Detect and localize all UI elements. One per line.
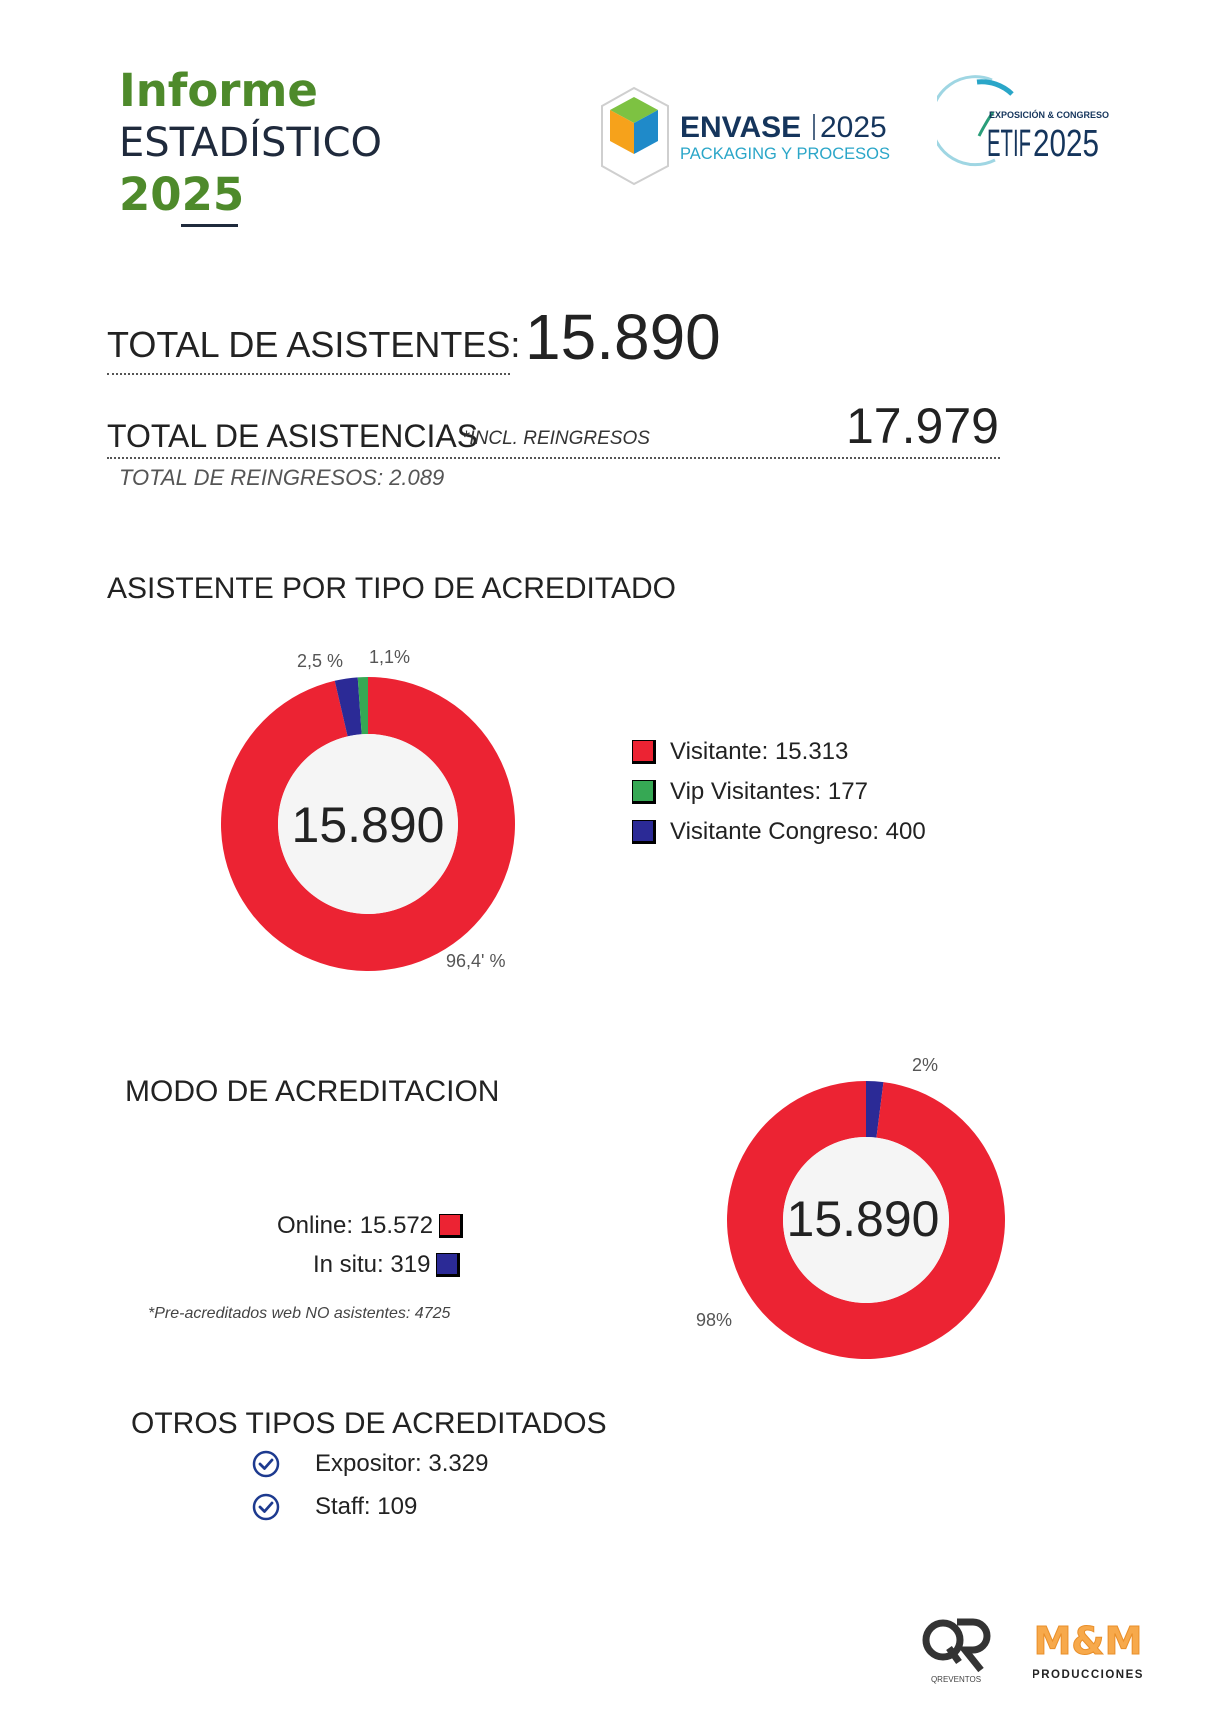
legend-label: Online: 15.572 bbox=[277, 1212, 434, 1239]
legend-item: Vip Visitantes: 177 bbox=[632, 778, 868, 806]
envase-logo-hex bbox=[601, 86, 669, 186]
legend-swatch bbox=[439, 1214, 464, 1238]
total-asistentes-value: 15.890 bbox=[525, 301, 721, 373]
etif-top-text: EXPOSICIÓN & CONGRESO bbox=[989, 109, 1109, 120]
dotted-divider bbox=[107, 457, 1000, 459]
dotted-divider bbox=[107, 373, 510, 375]
donut-slice-vip-visitantes bbox=[357, 677, 368, 735]
item-label: Expositor: 3.329 bbox=[315, 1450, 489, 1477]
legend-label: Visitante: 15.313 bbox=[670, 738, 849, 765]
etif-arc-accent bbox=[976, 79, 1014, 96]
section-title-tipo-acreditado: ASISTENTE POR TIPO DE ACREDITADO bbox=[107, 572, 676, 605]
envase-logo-right bbox=[634, 110, 658, 154]
qreventos-logo-r bbox=[957, 1618, 991, 1673]
section-title-modo-acreditacion: MODO DE ACREDITACION bbox=[125, 1075, 500, 1108]
mm-producciones-logo: M&M PRODUCCIONES bbox=[1033, 1619, 1143, 1682]
check-circle-icon bbox=[252, 1493, 280, 1521]
donut-slice-visitante-congreso bbox=[334, 677, 362, 737]
legend-swatch bbox=[632, 740, 656, 764]
donut-center-value: 15.890 bbox=[786, 1191, 940, 1247]
pct-label-visitante: 96,4' % bbox=[446, 951, 506, 971]
total-asistencias-label: TOTAL DE ASISTENCIAS bbox=[107, 418, 479, 454]
donut-chart-tipo bbox=[220, 677, 515, 971]
qreventos-logo: QREVENTOS bbox=[922, 1618, 991, 1684]
donut-chart-modo bbox=[727, 1081, 1005, 1359]
donut-slice-in-situ bbox=[866, 1081, 884, 1138]
donut-slice-visitante bbox=[220, 677, 515, 971]
pct-label-vip: 1,1% bbox=[369, 647, 411, 667]
list-item: Expositor: 3.329 bbox=[251, 1449, 488, 1479]
legend-item: Visitante: 15.313 bbox=[632, 738, 848, 766]
list-item: Staff: 109 bbox=[251, 1492, 417, 1522]
total-asistentes-label: TOTAL DE ASISTENTES: bbox=[107, 324, 521, 365]
etif-logo: EXPOSICIÓN & CONGRESO ETIF 2025 bbox=[937, 75, 1109, 167]
legend-swatch bbox=[632, 780, 656, 804]
donut-hole bbox=[783, 1137, 949, 1303]
envase-year: 2025 bbox=[820, 111, 887, 144]
legend-item: In situ: 319 bbox=[313, 1251, 461, 1279]
mm-text: M&M bbox=[1034, 1619, 1143, 1663]
legend-item: Online: 15.572 bbox=[277, 1212, 464, 1240]
section-title-otros-tipos: OTROS TIPOS DE ACREDITADOS bbox=[131, 1407, 607, 1440]
pct-label-congreso: 2,5 % bbox=[297, 651, 344, 671]
legend-item: Visitante Congreso: 400 bbox=[632, 818, 926, 846]
pct-label-online: 98% bbox=[696, 1310, 733, 1330]
donut-slice-online bbox=[727, 1081, 1005, 1359]
envase-logo: ENVASE 2025 PACKAGING Y PROCESOS bbox=[601, 86, 890, 186]
total-reingresos: TOTAL DE REINGRESOS: 2.089 bbox=[119, 465, 445, 490]
pre-acreditados-note: *Pre-acreditados web NO asistentes: 4725 bbox=[148, 1305, 451, 1322]
report-year: 2025 bbox=[119, 168, 245, 221]
total-asistencias-note: *INCL. REINGRESOS bbox=[462, 428, 650, 449]
total-asistencias-value: 17.979 bbox=[846, 398, 999, 454]
qreventos-logo-tail bbox=[946, 1645, 962, 1665]
qreventos-text: QREVENTOS bbox=[931, 1675, 981, 1684]
legend-swatch bbox=[436, 1253, 461, 1277]
envase-logo-left bbox=[610, 110, 634, 154]
legend-swatch bbox=[632, 820, 656, 844]
etif-brand: ETIF bbox=[987, 123, 1031, 165]
mm-subtext: PRODUCCIONES bbox=[1033, 1669, 1143, 1681]
report-title-line1: Informe bbox=[119, 64, 318, 117]
check-circle-icon bbox=[252, 1450, 280, 1478]
etif-year: 2025 bbox=[1033, 123, 1099, 165]
leaf-icon bbox=[977, 111, 995, 137]
donut-hole bbox=[278, 734, 458, 914]
envase-brand: ENVASE bbox=[680, 111, 801, 144]
legend-label: Visitante Congreso: 400 bbox=[670, 818, 926, 845]
legend-label: In situ: 319 bbox=[313, 1251, 431, 1278]
legend-label: Vip Visitantes: 177 bbox=[670, 778, 868, 805]
year-underline bbox=[181, 224, 238, 227]
donut-center-value: 15.890 bbox=[291, 797, 445, 853]
item-label: Staff: 109 bbox=[315, 1493, 418, 1520]
envase-tagline: PACKAGING Y PROCESOS bbox=[680, 145, 890, 163]
pct-label-in-situ: 2% bbox=[912, 1055, 939, 1075]
report-title-line2: ESTADÍSTICO bbox=[119, 120, 382, 166]
etif-arc bbox=[937, 75, 996, 167]
qreventos-logo-q bbox=[922, 1619, 964, 1661]
